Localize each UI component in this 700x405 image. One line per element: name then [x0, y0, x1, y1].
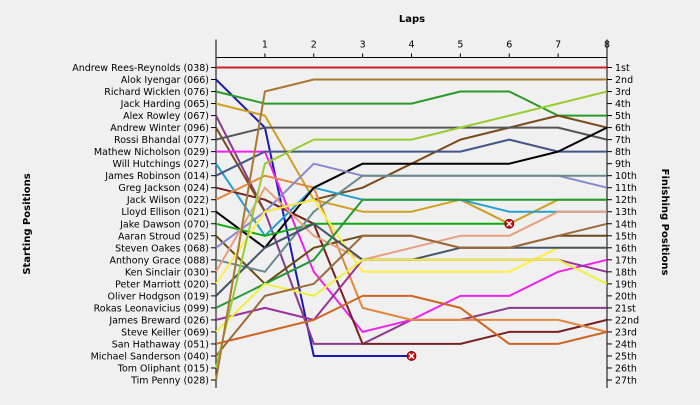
x-axis-title: Laps [399, 14, 425, 25]
start-position-label: James Robinson (014) [104, 171, 209, 182]
chart-axes [211, 39, 612, 388]
start-position-label: Michael Sanderson (040) [91, 351, 209, 362]
finish-position-label: 10th [615, 171, 637, 182]
start-position-label: Tom Oliphant (015) [117, 363, 209, 374]
x-tick-label: 5 [457, 40, 463, 51]
finish-position-label: 15th [615, 231, 637, 242]
retired-marker [406, 351, 417, 361]
series-line-6 [215, 126, 608, 141]
start-position-label: Mathew Nicholson (029) [94, 147, 209, 158]
finish-position-label: 1st [615, 63, 630, 74]
finish-position-label: 9th [615, 159, 631, 170]
series-lines [215, 66, 608, 381]
series-line-11 [215, 174, 608, 333]
x-tick-label: 3 [360, 40, 366, 51]
retired-markers [406, 218, 515, 361]
start-position-label: Oliver Hodgson (019) [107, 291, 209, 302]
start-position-label: Greg Jackson (024) [118, 183, 209, 194]
finish-position-label: 6th [615, 123, 631, 134]
series-line-21 [215, 258, 608, 321]
x-tick-label: 6 [506, 40, 512, 51]
series-line-2 [215, 90, 607, 117]
series-line-16 [215, 174, 607, 273]
start-position-label: Steve Keiller (069) [121, 327, 209, 338]
series-line-3 [215, 102, 607, 225]
series-line-26 [215, 78, 607, 381]
start-position-label: Will Hutchings (027) [113, 159, 209, 170]
series-line-1 [215, 78, 412, 357]
x-tick-label: 2 [311, 40, 317, 51]
finish-position-label: 7th [615, 135, 631, 146]
x-tick-label: 4 [408, 40, 414, 51]
x-tick-label: 1 [262, 40, 268, 51]
start-position-label: Jack Harding (065) [120, 99, 209, 110]
finish-position-label: 11th [615, 183, 637, 194]
x-tick-label: 8 [604, 40, 610, 51]
start-position-label: Jake Dawson (070) [119, 219, 209, 230]
series-line-25 [215, 90, 608, 369]
finish-position-label: 13th [615, 207, 637, 218]
finish-position-label: 16th [615, 243, 637, 254]
start-position-label: Alex Rowley (067) [123, 111, 209, 122]
start-position-label: Andrew Winter (096) [110, 123, 209, 134]
start-position-label: San Hathaway (051) [112, 339, 209, 350]
series-line-13 [215, 222, 510, 237]
finish-position-label: 21st [615, 303, 636, 314]
x-tick-label: 7 [555, 40, 561, 51]
start-position-label: Andrew Rees-Reynolds (038) [72, 63, 209, 74]
finish-position-label: 23rd [615, 327, 637, 338]
axis-labels: 1 2 3 4 5 6 7 8 Andrew Rees-Reynolds (038)Alok I… [72, 40, 639, 387]
start-position-label: Lloyd Ellison (021) [121, 207, 209, 218]
y-axis-title-left: Starting Positions [22, 173, 33, 274]
start-position-label: Jack Wilson (022) [126, 195, 209, 206]
finish-position-label: 3rd [615, 87, 631, 98]
finish-position-label: 26th [615, 363, 637, 374]
start-position-label: Alok Iyengar (066) [121, 75, 209, 86]
start-position-label: Richard Wicklen (076) [104, 87, 209, 98]
start-position-label: Rokas Leonavicius (099) [94, 303, 209, 314]
series-line-9 [215, 138, 607, 177]
finish-position-label: 12th [615, 195, 637, 206]
finish-position-label: 8th [615, 147, 631, 158]
finish-position-label: 2nd [615, 75, 633, 86]
series-line-12 [215, 126, 608, 249]
finish-position-label: 25th [615, 351, 637, 362]
series-line-23 [215, 294, 608, 345]
series-line-24 [215, 222, 608, 357]
finish-position-label: 19th [615, 279, 637, 290]
start-position-label: Steven Oakes (068) [115, 243, 209, 254]
finish-position-label: 24th [615, 339, 637, 350]
finish-position-label: 22nd [615, 315, 639, 326]
start-position-label: James Breward (026) [108, 315, 209, 326]
y-axis-title-right: Finishing Positions [659, 169, 670, 276]
finish-position-label: 27th [615, 376, 637, 387]
finish-position-label: 18th [615, 267, 637, 278]
start-position-label: Ken Sinclair (030) [125, 267, 209, 278]
finish-position-label: 4th [615, 99, 631, 110]
finish-position-label: 5th [615, 111, 631, 122]
finish-position-label: 17th [615, 255, 637, 266]
start-position-label: Rossi Bhandal (077) [114, 135, 209, 146]
series-line-20 [215, 198, 607, 309]
start-position-label: Tim Penny (028) [130, 376, 209, 387]
start-position-label: Aaran Stroud (025) [118, 231, 209, 242]
finish-position-label: 20th [615, 291, 637, 302]
retired-marker [504, 218, 515, 229]
series-line-18 [215, 198, 607, 285]
series-line-17 [215, 186, 607, 273]
finish-position-label: 14th [615, 219, 637, 230]
series-line-22 [215, 258, 608, 333]
start-position-label: Peter Marriott (020) [115, 279, 209, 290]
start-position-label: Anthony Grace (088) [110, 255, 209, 266]
